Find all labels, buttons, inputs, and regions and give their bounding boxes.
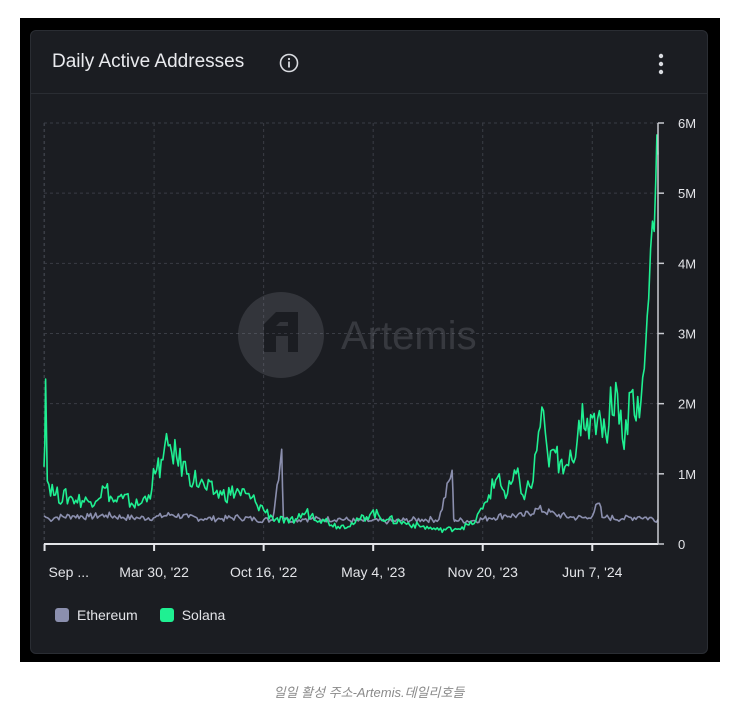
card-header: Daily Active Addresses: [31, 31, 707, 94]
y-tick-label: 4M: [678, 256, 696, 271]
series-lines: [43, 134, 659, 534]
legend-item-ethereum[interactable]: Ethereum: [55, 607, 138, 623]
legend-item-solana[interactable]: Solana: [159, 607, 226, 623]
chart-legend: Ethereum Solana: [55, 607, 247, 623]
legend-label-solana: Solana: [181, 607, 226, 623]
chart-card: Daily Active Addresses Artemis 0 1M 2M 3M 4M…: [30, 30, 708, 654]
y-tick-label: 1M: [678, 467, 696, 482]
info-circle-icon[interactable]: [279, 53, 299, 73]
x-tick-label: Mar 30, '22: [119, 564, 189, 580]
y-tick-label: 3M: [678, 327, 696, 342]
y-tick-label: 2M: [678, 397, 696, 412]
x-tick-label: Oct 16, '22: [230, 564, 297, 580]
chart-axes: 0 1M 2M 3M 4M 5M 6M Sep ... Mar 30, '22 Oct 16, '…: [43, 116, 696, 580]
legend-label-ethereum: Ethereum: [77, 607, 138, 623]
x-tick-label: Jun 7, '24: [562, 564, 622, 580]
series-line-solana: [43, 134, 659, 534]
series-line-ethereum: [43, 448, 659, 525]
vertical-ellipsis-icon[interactable]: [651, 51, 671, 77]
image-caption: 일일 활성 주소-Artemis.데일리호들: [273, 685, 465, 700]
y-tick-label: 0: [678, 537, 685, 552]
x-tick-label: Sep ...: [49, 564, 89, 580]
x-tick-label: May 4, '23: [341, 564, 405, 580]
y-tick-label: 5M: [678, 186, 696, 201]
watermark-text: Artemis: [341, 314, 477, 358]
y-tick-label: 6M: [678, 116, 696, 131]
legend-swatch-solana: [159, 608, 174, 622]
line-chart: Artemis 0 1M 2M 3M 4M 5M 6M Sep ... Mar 30, '22 O…: [43, 116, 696, 580]
legend-swatch-ethereum: [55, 608, 69, 622]
chart-grid: [43, 122, 658, 544]
x-tick-label: Nov 20, '23: [448, 564, 519, 580]
artemis-watermark: Artemis: [238, 292, 477, 378]
chart-title: Daily Active Addresses: [52, 51, 245, 72]
